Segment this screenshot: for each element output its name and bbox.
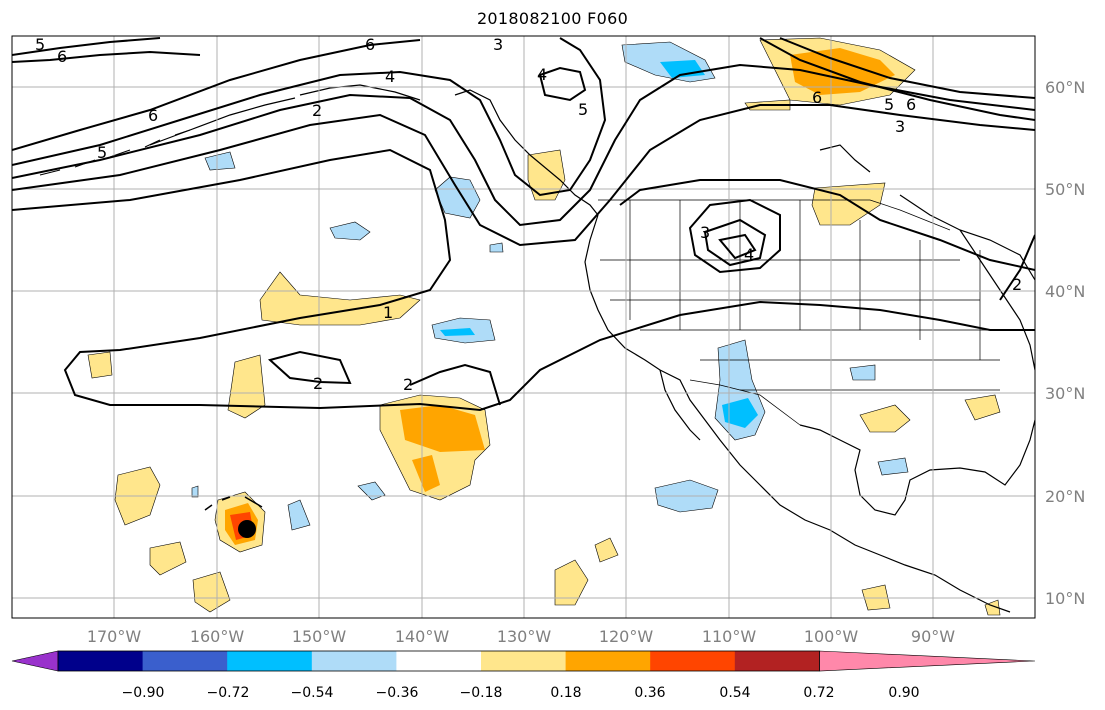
lon-label: 120°W (599, 627, 654, 646)
colorbar-segment (58, 651, 144, 671)
storm-center-marker (238, 520, 256, 538)
colorbar-tick-label: −0.18 (460, 685, 503, 701)
map-frame (11, 35, 1036, 619)
height-contours (12, 37, 1035, 412)
colorbar-segment (227, 651, 313, 671)
contour-label: 5 (97, 143, 107, 162)
contour-label: 1 (383, 303, 393, 322)
longitude-labels: 170°W 160°W 150°W 140°W 130°W 120°W 110°… (87, 627, 955, 646)
lat-label: 50°N (1045, 180, 1085, 199)
colorbar-segments (11, 650, 1036, 672)
latitude-labels: 60°N 50°N 40°N 30°N 20°N 10°N (1045, 78, 1085, 608)
colorbar-segment (481, 651, 567, 671)
colorbar-tick-label: −0.72 (207, 685, 250, 701)
contour-labels: 5 6 6 3 4 2 6 5 4 5 6 3 6 5 3 4 1 2 2 2 (35, 35, 1022, 394)
lat-label: 60°N (1045, 78, 1085, 97)
contour-label: 5 (884, 95, 894, 114)
lon-label: 160°W (190, 627, 245, 646)
contour-label: 5 (35, 35, 45, 54)
contour-label: 6 (57, 47, 67, 66)
coastlines (39, 84, 1035, 613)
contour-label: 4 (744, 245, 754, 264)
colorbar-tick-label: 0.36 (634, 685, 665, 701)
lat-label: 10°N (1045, 589, 1085, 608)
colorbar-frame (57, 650, 820, 672)
lat-label: 20°N (1045, 487, 1085, 506)
colorbar-tick-label: −0.90 (122, 685, 165, 701)
contour-label: 6 (906, 95, 916, 114)
lon-label: 150°W (292, 627, 347, 646)
contour-label: 6 (148, 106, 158, 125)
contour-label: 5 (578, 100, 588, 119)
lon-label: 140°W (395, 627, 450, 646)
lat-label: 30°N (1045, 384, 1085, 403)
contour-label: 2 (403, 375, 413, 394)
graticule (12, 36, 1035, 618)
political-borders (598, 199, 1000, 426)
colorbar-tick-labels: −0.90 −0.72 −0.54 −0.36 −0.18 0.18 0.36 … (122, 685, 920, 701)
colorbar-extend-high (819, 650, 1036, 672)
contour-label: 2 (1012, 275, 1022, 294)
map-title: 2018082100 F060 (476, 9, 629, 28)
colorbar-segment (650, 651, 736, 671)
colorbar-tick-label: 0.18 (550, 685, 581, 701)
lon-label: 110°W (702, 627, 757, 646)
contour-label: 4 (537, 65, 547, 84)
contour-label: 3 (700, 223, 710, 242)
colorbar-segment (396, 651, 482, 671)
colorbar-tick-label: 0.72 (803, 685, 834, 701)
contour-label: 6 (365, 35, 375, 54)
contour-label: 3 (493, 35, 503, 54)
colorbar-tick-label: 0.54 (719, 685, 750, 701)
contour-label: 2 (313, 374, 323, 393)
lon-label: 90°W (911, 627, 955, 646)
contour-label: 6 (812, 88, 822, 107)
colorbar-segment (142, 651, 228, 671)
colorbar-segment (565, 651, 651, 671)
colorbar-tick-label: −0.36 (376, 685, 419, 701)
lon-label: 130°W (497, 627, 552, 646)
positive-anomaly-shading (87, 37, 1001, 616)
colorbar-tick-label: 0.90 (888, 685, 919, 701)
contour-label: 2 (312, 101, 322, 120)
lon-label: 170°W (87, 627, 142, 646)
contour-label: 4 (385, 67, 395, 86)
colorbar-extend-low (11, 650, 59, 672)
colorbar-segment (311, 651, 397, 671)
lat-label: 40°N (1045, 282, 1085, 301)
colorbar-segment (734, 651, 820, 671)
colorbar: −0.90 −0.72 −0.54 −0.36 −0.18 0.18 0.36 … (11, 650, 1036, 701)
lon-label: 100°W (804, 627, 859, 646)
colorbar-tick-label: −0.54 (291, 685, 334, 701)
contour-label: 3 (895, 117, 905, 136)
